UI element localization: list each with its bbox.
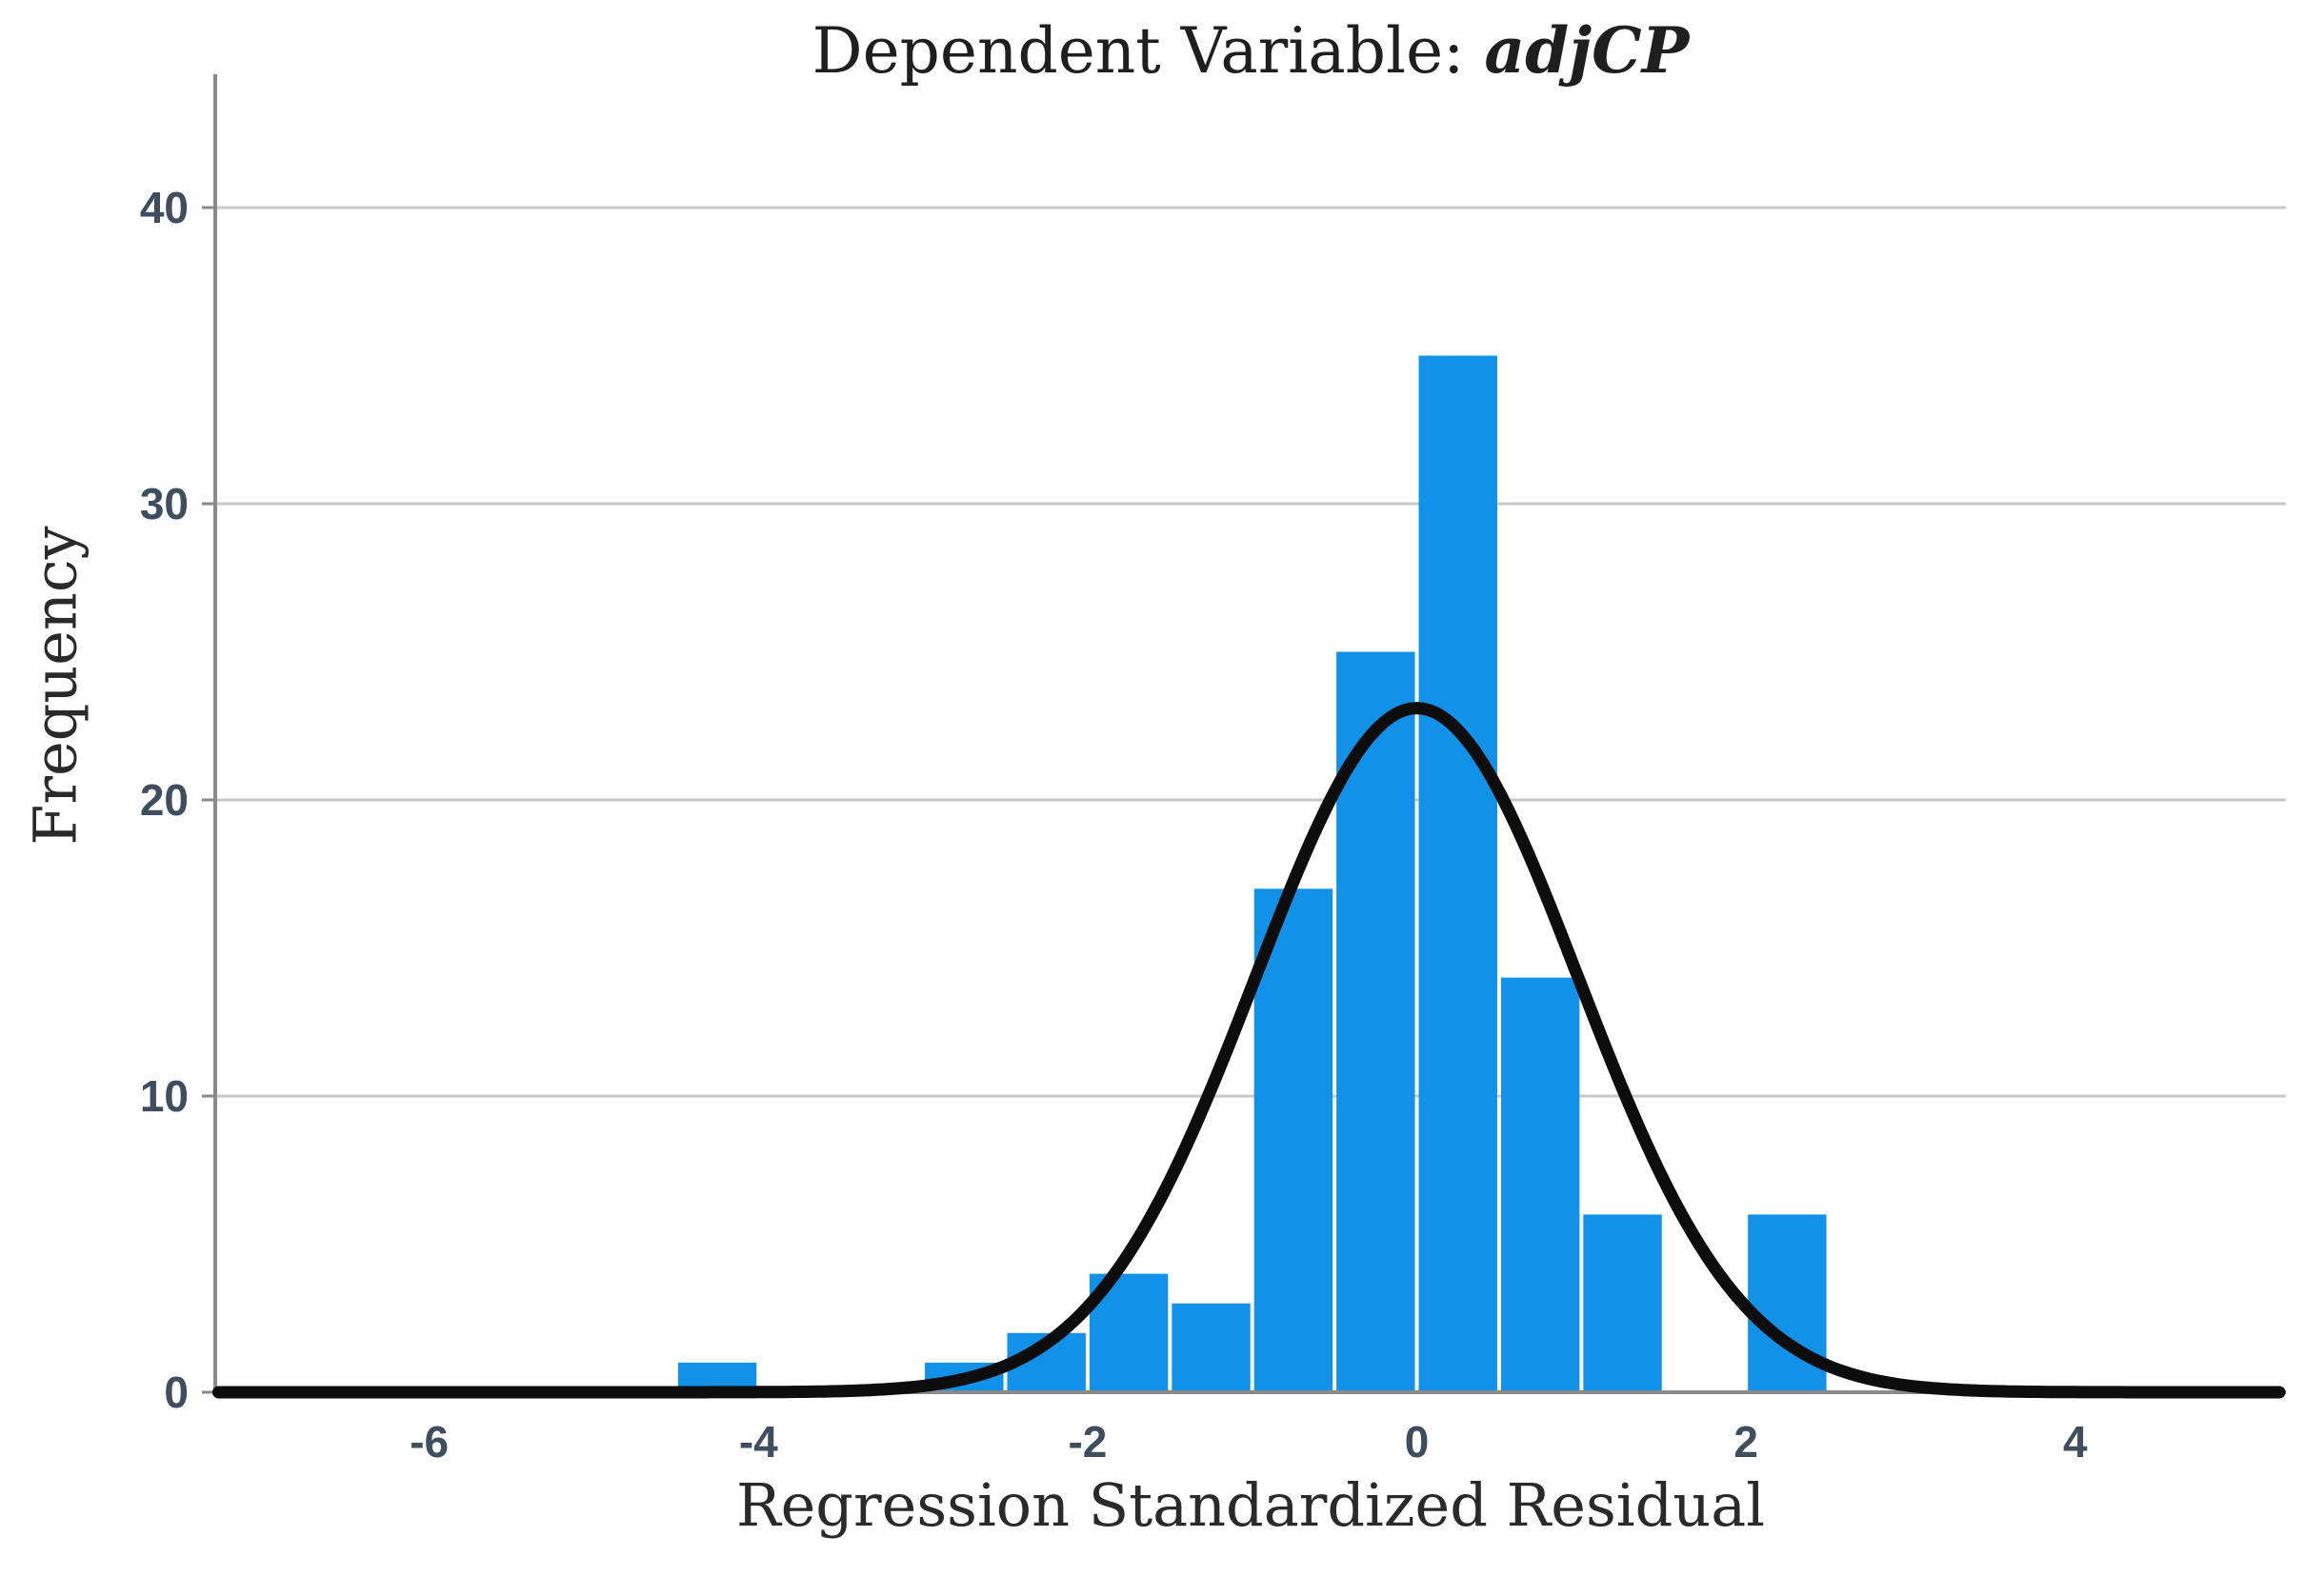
y-tick-label-0: 0 — [164, 1367, 189, 1417]
y-tick-label-10: 10 — [139, 1070, 189, 1121]
x-tick-label--2: -2 — [1068, 1417, 1108, 1467]
histogram-bar-1 — [1583, 1214, 1662, 1392]
histogram-bar-0 — [1418, 355, 1497, 1392]
y-tick-label-40: 40 — [139, 182, 189, 232]
histogram-bar-0.5 — [1500, 977, 1580, 1392]
y-tick-label-30: 30 — [139, 478, 189, 529]
x-axis-title: Regression Standardized Residual — [735, 1470, 1766, 1540]
x-tick-label-2: 2 — [1733, 1417, 1758, 1467]
x-tick-label-0: 0 — [1404, 1417, 1430, 1467]
x-tick-label--4: -4 — [738, 1417, 778, 1467]
x-tick-label--6: -6 — [410, 1417, 450, 1467]
histogram-bar--1 — [1253, 888, 1333, 1392]
normal-curve — [212, 702, 2286, 1399]
chart-title-prefix: Dependent Variable: — [811, 14, 1485, 88]
histogram-bar--1.5 — [1172, 1303, 1251, 1392]
x-tick-label-4: 4 — [2063, 1417, 2088, 1467]
chart-title: Dependent Variable: adjCP — [215, 13, 2286, 88]
chart-title-variable: adjCP — [1484, 13, 1690, 88]
y-tick-label-20: 20 — [139, 774, 189, 825]
